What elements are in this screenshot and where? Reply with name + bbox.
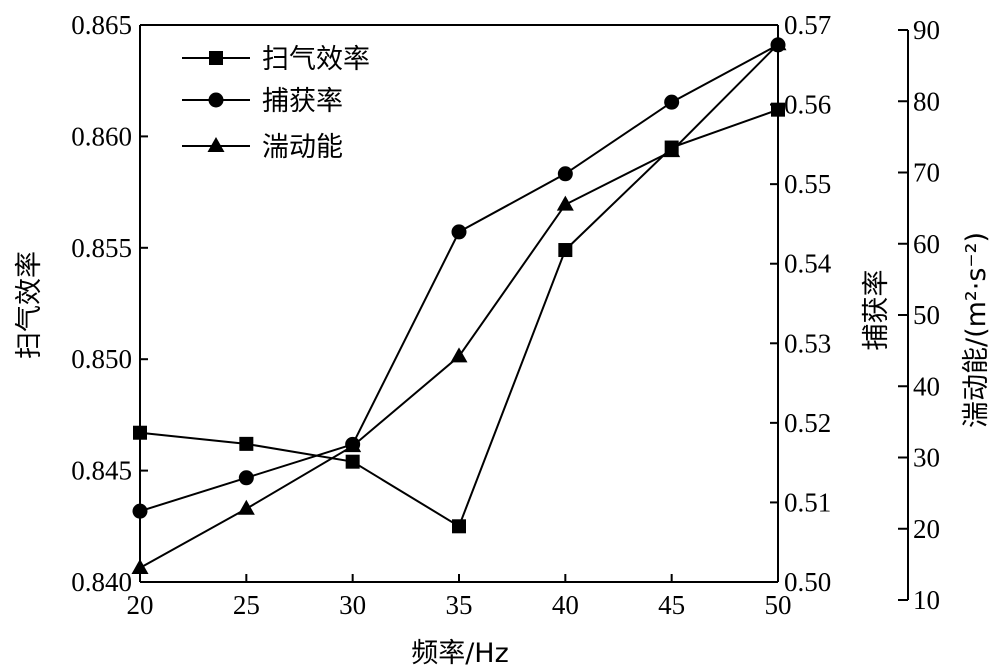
data-point-triangle bbox=[769, 35, 787, 51]
right2-tick-label: 60 bbox=[913, 229, 940, 259]
right2-tick-label: 80 bbox=[913, 86, 940, 116]
axis-titles: 频率/Hz 扫气效率 捕获率 湍动能/(m²·s⁻²) bbox=[14, 232, 992, 669]
x-tick-label: 30 bbox=[339, 590, 366, 620]
data-point-square bbox=[345, 454, 360, 469]
right1-tick-label: 0.51 bbox=[784, 487, 831, 517]
x-tick-label: 45 bbox=[658, 590, 685, 620]
data-point-circle bbox=[238, 470, 254, 486]
right1-tick-label: 0.55 bbox=[784, 169, 831, 199]
data-point-triangle bbox=[131, 558, 149, 574]
data-point-triangle bbox=[556, 195, 574, 211]
data-point-circle bbox=[451, 224, 467, 240]
left-tick-label: 0.860 bbox=[71, 121, 132, 151]
axes-layer: 20 25 30 35 40 45 50 0.840 0.845 0.850 0.855 0.860 0… bbox=[71, 10, 940, 620]
legend-marker-circle bbox=[208, 92, 224, 108]
x-tick-label: 50 bbox=[765, 590, 792, 620]
right2-tick-label: 40 bbox=[913, 371, 940, 401]
left-tick-label: 0.865 bbox=[71, 10, 132, 40]
right2-axis-title: 湍动能/(m²·s⁻²) bbox=[961, 232, 992, 428]
data-point-triangle bbox=[663, 142, 681, 158]
data-point-triangle bbox=[237, 499, 255, 515]
right1-axis-title: 捕获率 bbox=[861, 270, 892, 351]
x-tick-label: 20 bbox=[127, 590, 154, 620]
x-tick-label: 35 bbox=[446, 590, 473, 620]
data-point-square bbox=[558, 243, 573, 258]
x-tick-label: 40 bbox=[552, 590, 579, 620]
legend-marker-triangle bbox=[207, 137, 225, 152]
data-point-square bbox=[239, 436, 254, 451]
right1-tick-label: 0.56 bbox=[784, 90, 831, 120]
legend-label: 扫气效率 bbox=[262, 44, 370, 75]
series-line-square bbox=[139, 108, 779, 528]
left-tick-label: 0.840 bbox=[71, 567, 132, 597]
data-point-triangle bbox=[450, 347, 468, 363]
right2-tick-label: 50 bbox=[913, 300, 940, 330]
left-tick-label: 0.845 bbox=[71, 456, 132, 486]
x-axis-title: 频率/Hz bbox=[411, 638, 509, 669]
legend-marker-square bbox=[209, 51, 223, 65]
right1-tick-label: 0.52 bbox=[784, 408, 831, 438]
right2-tick-label: 20 bbox=[913, 514, 940, 544]
series-layer bbox=[131, 35, 787, 574]
data-point-circle bbox=[132, 503, 148, 519]
series-line-triangle bbox=[139, 43, 779, 569]
right2-tick-label: 30 bbox=[913, 443, 940, 473]
data-point-square bbox=[133, 425, 147, 440]
data-point-square bbox=[771, 102, 785, 117]
data-point-circle bbox=[557, 166, 573, 182]
series-line-circle bbox=[139, 44, 779, 513]
left-axis-title: 扫气效率 bbox=[14, 251, 45, 359]
right1-tick-label: 0.50 bbox=[784, 567, 831, 597]
left-tick-label: 0.850 bbox=[71, 344, 132, 374]
right2-tick-label: 10 bbox=[913, 585, 940, 615]
legend-label: 湍动能 bbox=[262, 132, 343, 163]
left-tick-label: 0.855 bbox=[71, 233, 132, 263]
right1-tick-label: 0.53 bbox=[784, 328, 831, 358]
right2-tick-label: 70 bbox=[913, 158, 940, 188]
right1-tick-label: 0.57 bbox=[784, 10, 831, 40]
data-point-square bbox=[452, 519, 466, 534]
right1-tick-label: 0.54 bbox=[784, 249, 832, 279]
legend-label: 捕获率 bbox=[262, 86, 343, 117]
data-point-circle bbox=[664, 94, 680, 110]
data-point-triangle bbox=[344, 437, 362, 453]
x-tick-label: 25 bbox=[233, 590, 260, 620]
right2-tick-label: 90 bbox=[913, 15, 940, 45]
